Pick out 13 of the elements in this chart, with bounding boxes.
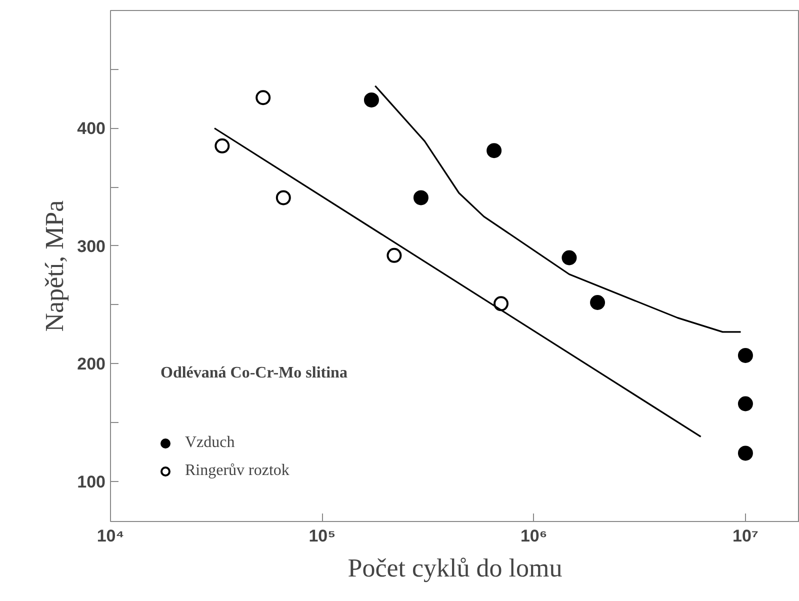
x-tick-label: 10⁴	[96, 526, 124, 546]
x-tick-label: 10⁶	[520, 526, 548, 546]
x-tick-label: 10⁷	[732, 526, 758, 546]
y-tick-label: 100	[77, 472, 106, 492]
legend-label: Vzduch	[185, 434, 235, 452]
y-tick-label: 200	[77, 354, 106, 374]
y-tick-label: 300	[77, 236, 106, 256]
legend-label: Ringerův roztok	[185, 462, 290, 480]
y-axis-title: Napětí, MPa	[40, 200, 70, 332]
annotation: Odlévaná Co-Cr-Mo slitina	[160, 364, 348, 382]
y-tick-label: 400	[77, 119, 106, 138]
x-axis-title: Počet cyklů do lomu	[348, 554, 562, 582]
x-tick-label: 10⁵	[308, 526, 336, 546]
